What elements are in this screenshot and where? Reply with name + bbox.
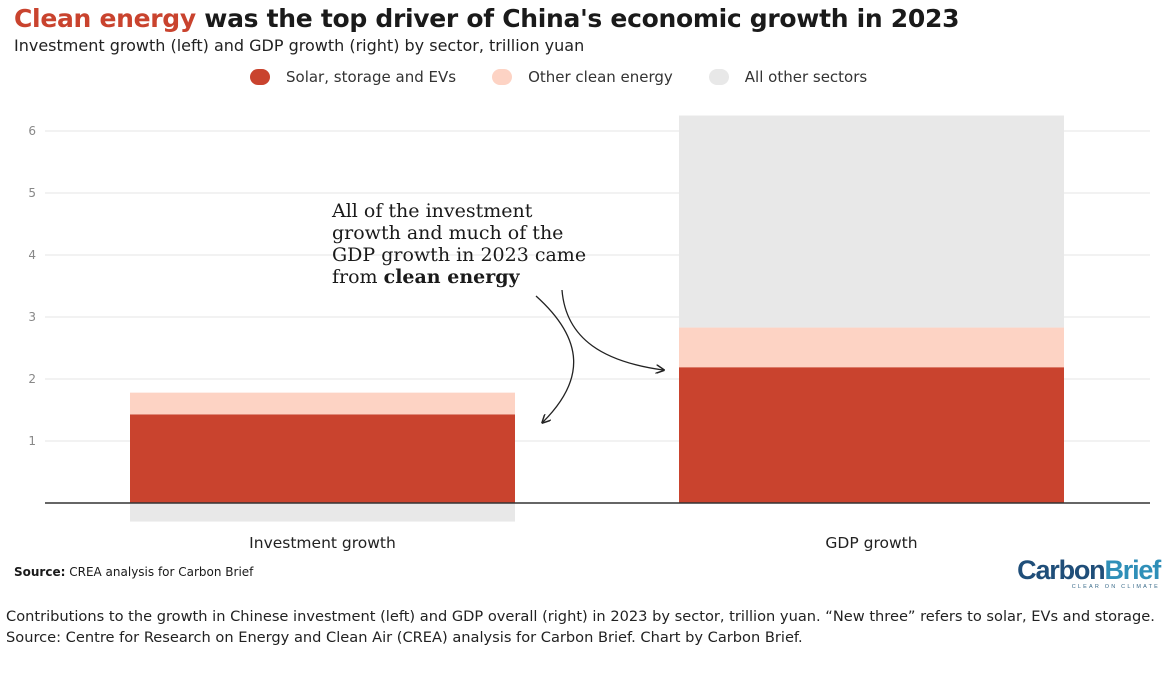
legend-item-other-clean: Other clean energy <box>492 68 673 86</box>
legend-label-solar: Solar, storage and EVs <box>286 68 457 86</box>
bar-segment-solar <box>130 414 515 503</box>
figure-caption: Contributions to the growth in Chinese i… <box>6 608 1155 646</box>
annotation: All of the investment growth and much of… <box>331 200 663 422</box>
annotation-arrow-left <box>535 295 575 422</box>
legend-label-other-clean: Other clean energy <box>528 68 673 86</box>
y-tick-label: 5 <box>28 186 36 200</box>
legend-item-other-sectors: All other sectors <box>708 68 868 86</box>
y-tick-label: 1 <box>28 434 36 448</box>
legend-swatch-other-sectors <box>708 69 729 85</box>
logo-part-carbon: Carbon <box>1017 555 1106 585</box>
x-category-label: Investment growth <box>249 534 396 552</box>
title-rest: was the top driver of China's economic g… <box>195 4 960 33</box>
chart-legend: Solar, storage and EVs Other clean energ… <box>250 68 903 86</box>
logo-tagline: CLEAR ON CLIMATE <box>1071 584 1160 590</box>
source-text: CREA analysis for Carbon Brief <box>65 565 254 579</box>
annotation-line-2: growth and much of the <box>332 222 563 244</box>
svg-text:All of the investment gr: All of the investment growth and much of… <box>331 200 592 288</box>
x-axis-labels: Investment growth GDP growth <box>249 534 917 552</box>
annotation-line-4-prefix: from <box>332 266 384 288</box>
bars <box>130 115 1064 522</box>
chart-subtitle: Investment growth (left) and GDP growth … <box>14 36 585 55</box>
annotation-bold-text: clean energy <box>384 266 521 288</box>
legend-label-other-sectors: All other sectors <box>744 68 868 86</box>
stacked-bar-chart: 1 2 3 4 5 6 Investment growth GDP growth All o… <box>28 115 1150 552</box>
y-tick-label: 4 <box>28 248 36 262</box>
annotation-line-3: GDP growth in 2023 came <box>332 244 586 266</box>
bar-segment-other-clean <box>130 392 515 415</box>
y-tick-label: 2 <box>28 372 36 386</box>
title-highlight: Clean energy <box>14 4 196 33</box>
legend-swatch-other-clean <box>492 69 513 85</box>
chart-title: Clean energy was the top driver of China… <box>14 4 959 33</box>
bar-segment-other-sectors <box>679 115 1064 328</box>
source-label: Source: <box>14 565 66 579</box>
y-tick-label: 3 <box>28 310 36 324</box>
x-category-label: GDP growth <box>825 534 917 552</box>
carbon-brief-logo: CarbonBrief CLEAR ON CLIMATE <box>1017 555 1161 591</box>
y-tick-label: 6 <box>28 124 36 138</box>
annotation-arrow-right <box>561 289 663 370</box>
annotation-line-1: All of the investment <box>331 200 533 222</box>
legend-swatch-solar <box>250 69 270 85</box>
logo-part-brief: Brief <box>1104 555 1161 585</box>
legend-item-solar: Solar, storage and EVs <box>250 68 456 86</box>
bar-segment-other-sectors <box>130 503 515 522</box>
bar-segment-solar <box>679 367 1064 503</box>
source-note: Source: CREA analysis for Carbon Brief <box>14 565 253 579</box>
bar-segment-other-clean <box>679 327 1064 368</box>
